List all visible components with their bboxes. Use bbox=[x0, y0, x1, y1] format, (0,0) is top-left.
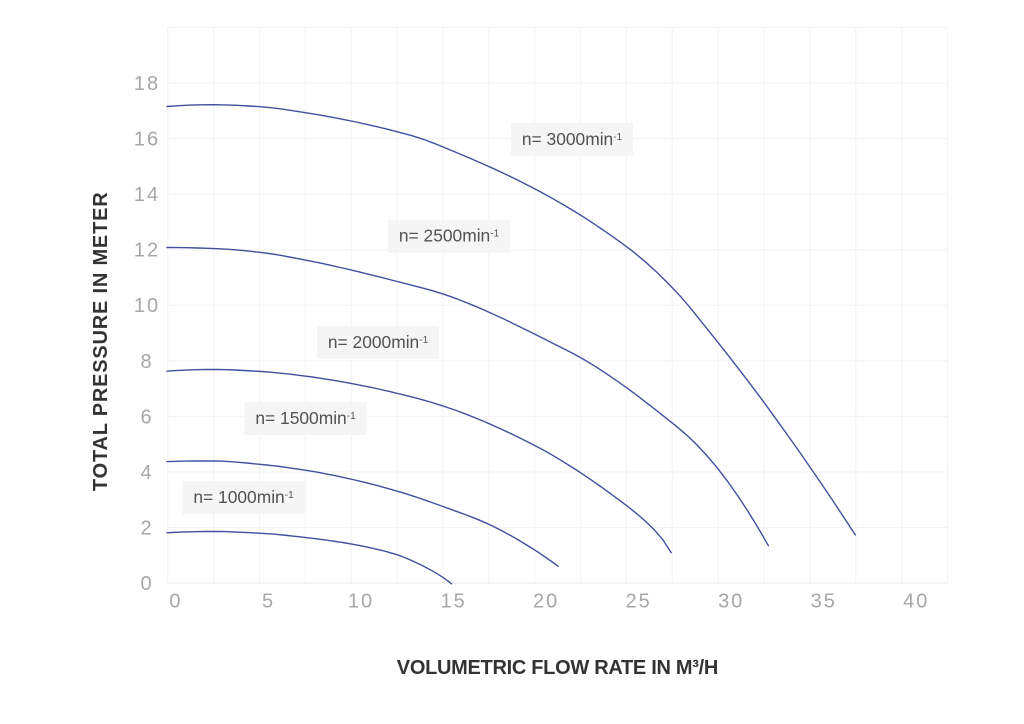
svg-text:8: 8 bbox=[140, 351, 153, 373]
svg-text:20: 20 bbox=[533, 590, 559, 612]
svg-text:40: 40 bbox=[903, 590, 929, 612]
svg-text:12: 12 bbox=[134, 240, 160, 262]
svg-text:16: 16 bbox=[134, 129, 160, 151]
svg-text:0: 0 bbox=[169, 590, 182, 612]
svg-text:10: 10 bbox=[348, 590, 374, 612]
svg-text:n= 2500min-1: n= 2500min-1 bbox=[399, 226, 500, 246]
svg-text:4: 4 bbox=[140, 462, 153, 484]
svg-text:n= 1000min-1: n= 1000min-1 bbox=[193, 487, 294, 507]
svg-text:n= 1500min-1: n= 1500min-1 bbox=[255, 408, 356, 428]
svg-text:18: 18 bbox=[134, 73, 160, 95]
svg-text:6: 6 bbox=[140, 406, 153, 428]
svg-text:15: 15 bbox=[440, 590, 466, 612]
svg-text:TOTAL PRESSURE IN METER: TOTAL PRESSURE IN METER bbox=[90, 192, 112, 492]
svg-text:2: 2 bbox=[140, 518, 153, 540]
svg-text:5: 5 bbox=[262, 590, 275, 612]
svg-text:25: 25 bbox=[626, 590, 652, 612]
svg-text:10: 10 bbox=[134, 295, 160, 317]
svg-text:n= 3000min-1: n= 3000min-1 bbox=[522, 129, 623, 149]
svg-text:14: 14 bbox=[134, 184, 160, 206]
svg-text:35: 35 bbox=[811, 590, 837, 612]
svg-text:n= 2000min-1: n= 2000min-1 bbox=[328, 332, 429, 352]
svg-text:30: 30 bbox=[718, 590, 744, 612]
svg-text:0: 0 bbox=[140, 573, 153, 595]
svg-text:VOLUMETRIC FLOW RATE IN M³/H: VOLUMETRIC FLOW RATE IN M³/H bbox=[397, 657, 718, 679]
